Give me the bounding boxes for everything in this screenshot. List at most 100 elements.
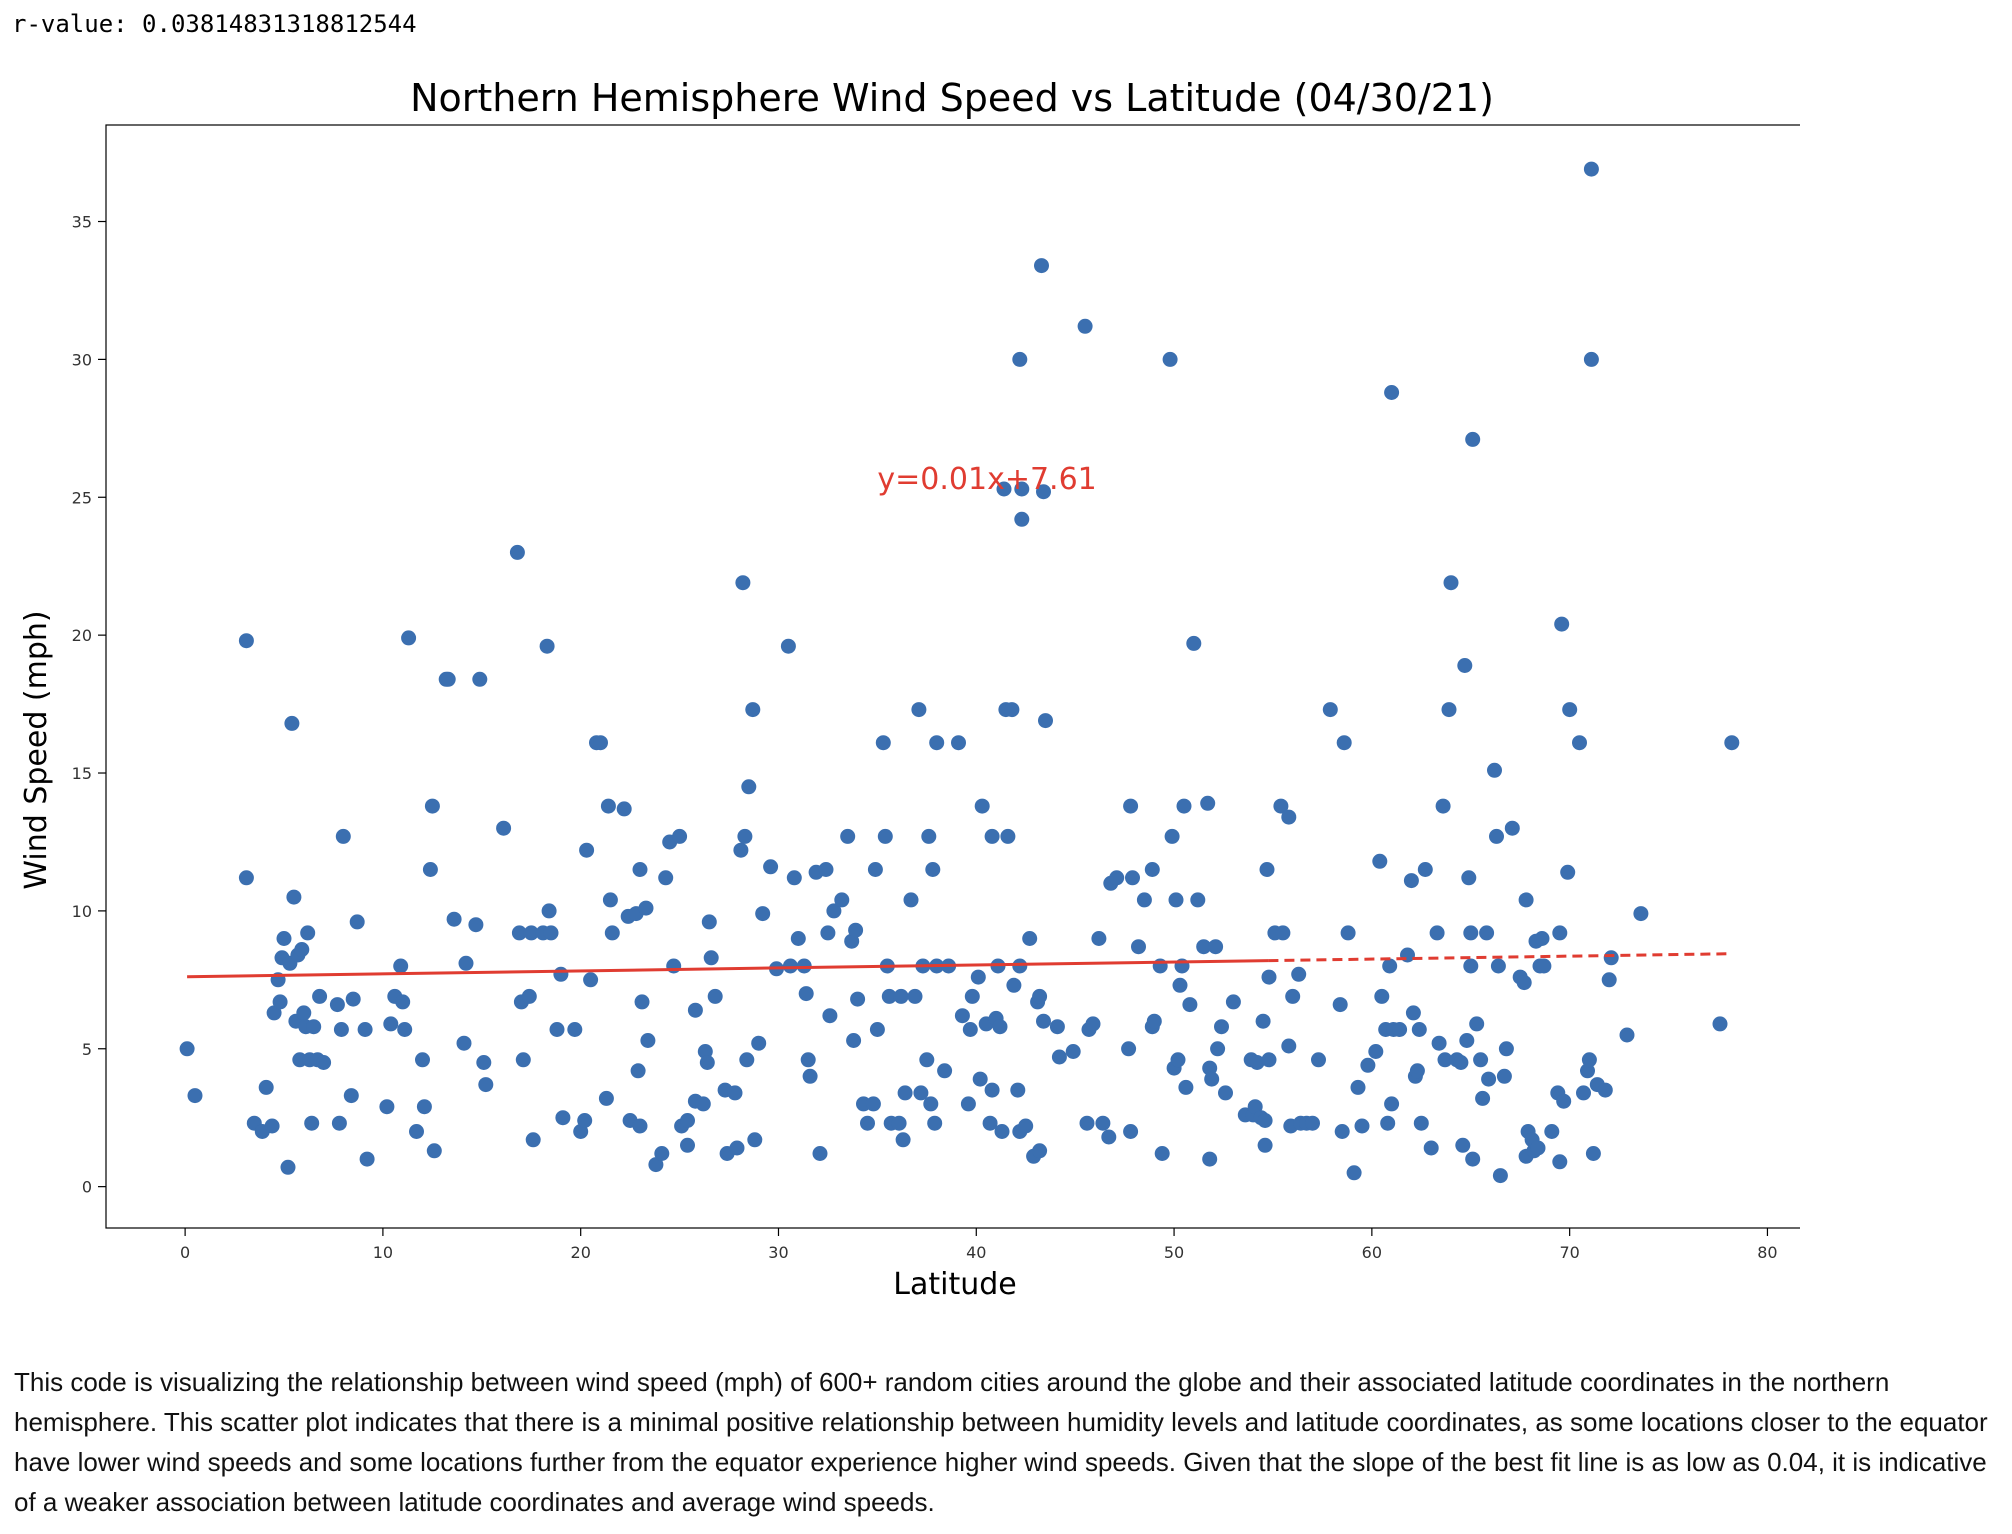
x-axis-label: Latitude [893,1267,1016,1302]
x-tick-label: 70 [1559,1243,1579,1262]
y-tick-label: 35 [72,213,92,232]
data-point [1305,1115,1320,1131]
data-point [1441,702,1457,718]
data-point [927,1115,943,1131]
data-point [1490,958,1506,974]
plot-content: y=0.01x+7.61 [179,161,1740,1184]
data-point [276,931,292,946]
data-point [1049,1019,1065,1035]
data-point [1257,1137,1273,1153]
regression-line [187,959,1269,979]
data-point [1350,1079,1366,1095]
data-point [424,798,440,814]
data-point [1247,1099,1263,1115]
data-point [409,1124,424,1139]
data-point [1382,958,1398,974]
data-point [515,1052,531,1068]
data-point [300,925,316,941]
data-point [802,1068,818,1084]
data-point [1018,1118,1034,1134]
data-point [1400,947,1415,963]
data-point [1012,351,1028,367]
data-point [1583,161,1599,177]
data-point [357,1022,373,1037]
data-point [654,1146,670,1161]
data-point [984,1082,1000,1098]
data-point [1176,798,1192,814]
x-tick-label: 30 [768,1243,788,1262]
data-point [1178,1079,1194,1095]
data-point [1487,762,1502,778]
data-point [440,671,456,687]
data-point [383,1016,399,1032]
data-point [960,1096,976,1112]
data-point [187,1088,203,1104]
data-point [179,1041,195,1057]
data-point [416,1099,432,1115]
data-point [456,1035,472,1051]
data-point [264,1118,280,1134]
data-point [1275,925,1291,941]
data-point [1311,1052,1326,1068]
data-point [1077,318,1093,334]
data-point [1014,511,1030,527]
data-point [316,1055,332,1070]
data-point [780,638,796,654]
data-point [553,966,569,982]
data-point [525,1132,541,1148]
data-point [800,1052,816,1068]
data-point [687,1002,703,1018]
x-tick-label: 80 [1757,1243,1777,1262]
data-point [345,991,361,1007]
data-point [1473,1052,1489,1068]
data-point [1136,892,1152,908]
x-tick-label: 60 [1362,1243,1382,1262]
data-point [616,801,632,817]
data-point [1431,1035,1447,1051]
data-point [1123,1124,1139,1139]
data-point [1405,1005,1421,1021]
data-point [1034,258,1049,274]
data-point [1162,351,1178,367]
data-point [286,889,302,905]
data-point [579,842,595,858]
data-point [741,779,757,795]
data-point [703,950,719,966]
data-point [1261,1052,1277,1068]
data-point [1453,1055,1469,1070]
data-point [739,1052,755,1068]
data-point [925,862,941,877]
data-point [1552,925,1568,941]
data-point [1576,1085,1591,1101]
data-point [1455,1137,1471,1153]
data-point [602,892,618,908]
regression-line-dashed [1268,952,1732,963]
data-point [1218,1085,1233,1101]
data-point [1601,972,1617,988]
data-point [304,1115,320,1131]
data-point [1417,862,1433,877]
data-point [1413,1115,1429,1131]
data-point [1261,969,1277,985]
data-point [333,1022,349,1037]
data-point [695,1096,711,1112]
data-point [680,1113,695,1128]
data-point [972,1071,988,1087]
data-point [707,988,723,1004]
data-point [1032,1143,1048,1159]
data-point [1291,966,1307,982]
data-point [1724,735,1740,751]
data-point [600,798,616,814]
data-point [1583,351,1599,367]
data-point [343,1088,359,1104]
data-point [446,911,462,927]
data-point [604,925,620,941]
data-point [1322,702,1338,718]
data-point [1475,1090,1491,1106]
data-point [735,575,751,591]
data-point [970,969,986,985]
data-point [1556,1093,1572,1109]
data-point [875,735,891,751]
data-point [1065,1044,1081,1059]
data-point [1392,1022,1408,1037]
